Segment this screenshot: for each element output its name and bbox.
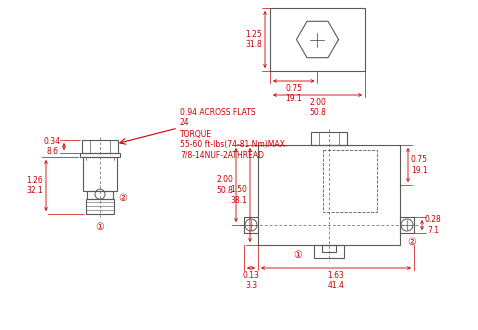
Bar [323,150,377,212]
Bar [270,8,365,71]
Bar [83,157,117,191]
Text: ②: ② [408,237,416,247]
Text: 1.25
31.8: 1.25 31.8 [245,30,262,49]
Bar [87,191,113,199]
Text: TORQUE
55-60 ft-lbs(74-81 Nm)MAX.: TORQUE 55-60 ft-lbs(74-81 Nm)MAX. [180,130,287,149]
Text: 2.00
50.8: 2.00 50.8 [309,98,326,117]
Text: 0.94 ACROSS FLATS
24: 0.94 ACROSS FLATS 24 [180,108,256,127]
Text: 1.50
38.1: 1.50 38.1 [230,185,247,205]
Text: 0.75
19.1: 0.75 19.1 [411,155,428,175]
Text: 1.63
41.4: 1.63 41.4 [327,271,345,290]
Bar [311,132,347,145]
Bar [400,217,414,233]
Bar [244,217,258,233]
Text: ①: ① [293,249,302,259]
Bar [86,199,114,214]
Bar [82,140,118,153]
Text: 0.13
3.3: 0.13 3.3 [242,271,260,290]
Text: 2.00
50.8: 2.00 50.8 [216,175,233,195]
Text: ②: ② [118,193,127,203]
Text: ①: ① [96,222,104,232]
Text: 7/8-14NUF-2ATHREAD: 7/8-14NUF-2ATHREAD [180,150,264,159]
Text: 1.26
32.1: 1.26 32.1 [26,176,43,195]
Bar [258,145,400,245]
Text: 0.34
8.6: 0.34 8.6 [44,137,61,156]
Bar [322,245,336,252]
Bar [314,245,344,258]
Text: 0.28
7.1: 0.28 7.1 [425,215,442,235]
Bar [80,153,120,157]
Text: 0.75
19.1: 0.75 19.1 [285,84,302,103]
